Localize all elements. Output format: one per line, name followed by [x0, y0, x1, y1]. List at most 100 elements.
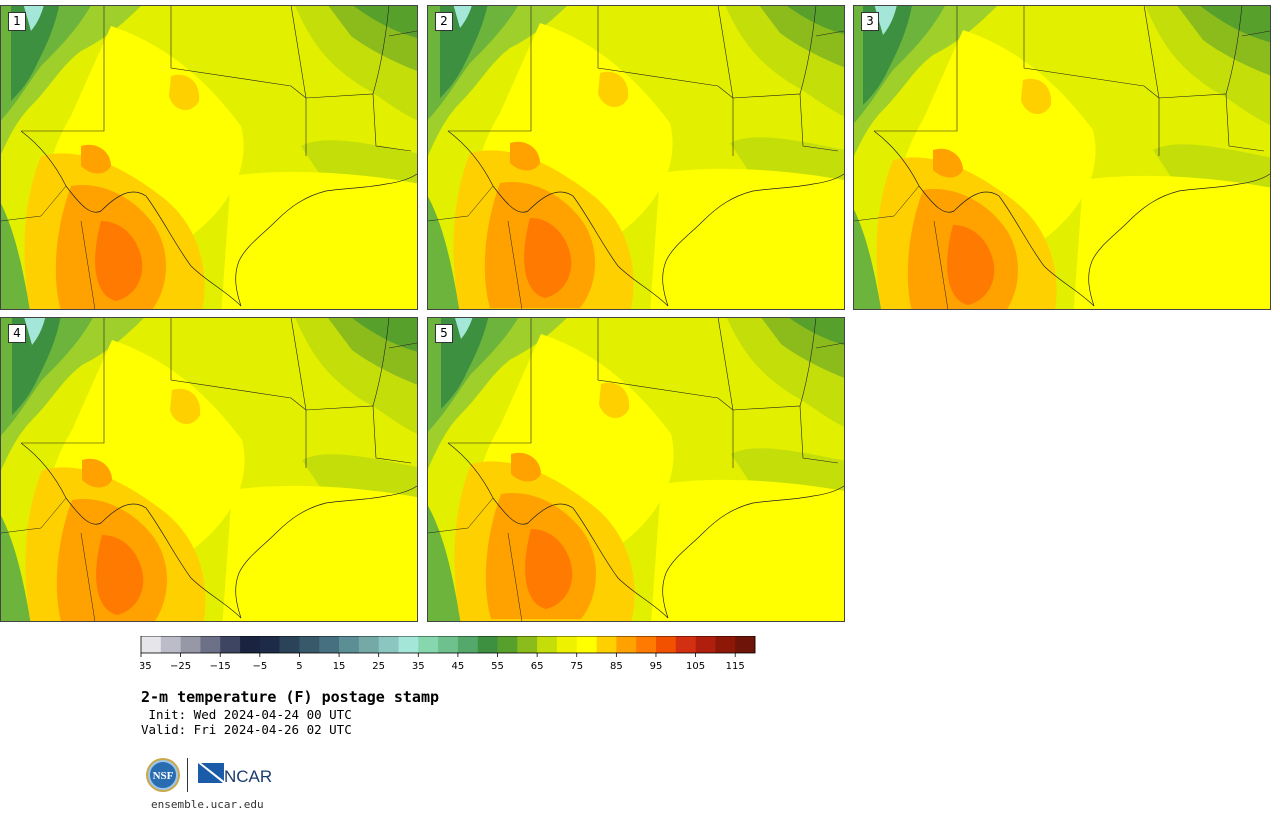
state-border	[388, 342, 417, 349]
temperature-map-3	[854, 6, 1270, 309]
hot-zone	[169, 74, 200, 111]
state-border	[874, 6, 958, 132]
colorbar-tick-label: −5	[252, 661, 267, 672]
cool-zone	[352, 318, 417, 352]
cold-zone	[453, 6, 472, 28]
hot-zone	[933, 148, 963, 178]
colorbar-tick-label: 25	[372, 661, 385, 672]
hot-zone	[947, 225, 995, 305]
cool-zone	[428, 196, 460, 309]
hot-zone	[81, 144, 111, 174]
hot-zone	[511, 452, 541, 482]
cool-zone	[1, 515, 31, 621]
colorbar-bin	[200, 636, 221, 653]
colorbar-tick-label: 45	[452, 661, 465, 672]
cool-zone	[353, 6, 417, 38]
chart-title: 2-m temperature (F) postage stamp	[141, 688, 440, 706]
state-border	[507, 220, 523, 309]
state-border	[170, 6, 307, 156]
state-border	[80, 220, 96, 309]
colorbar-bin	[477, 636, 498, 653]
colorbar-tick-label: 115	[726, 661, 745, 672]
temperature-field	[428, 318, 844, 621]
coastline	[235, 485, 417, 619]
colorbar-frame	[140, 636, 756, 654]
map-panel-2[interactable]: 2	[427, 5, 845, 310]
panel-label-2: 2	[435, 12, 453, 31]
hot-zone	[96, 535, 144, 615]
state-border	[854, 185, 920, 222]
colorbar-bin	[240, 636, 261, 653]
state-border	[305, 405, 412, 464]
colorbar-bin	[259, 636, 280, 653]
state-border	[933, 220, 949, 309]
colorbar-tick-label: −15	[210, 661, 231, 672]
temperature-field	[1, 6, 417, 309]
map-panel-5[interactable]: 5	[427, 317, 845, 622]
temperature-field	[1, 318, 417, 621]
map-panel-3[interactable]: 3	[853, 5, 1271, 310]
temperature-map-4	[1, 318, 417, 621]
international-border	[20, 130, 242, 307]
international-border	[447, 442, 669, 619]
state-border	[1143, 6, 1160, 99]
colorbar-tick-label: 5	[296, 661, 302, 672]
hot-zone	[95, 221, 143, 301]
map-panel-1[interactable]: 1	[0, 5, 418, 310]
colorbar-tick-label: 15	[333, 661, 346, 672]
temperature-field	[428, 6, 844, 309]
state-border	[815, 342, 844, 349]
state-border	[428, 497, 494, 534]
colorbar-tick-label: −25	[170, 661, 191, 672]
warm-zone	[1073, 175, 1270, 309]
colorbar-bin	[537, 636, 558, 653]
hot-zone	[525, 529, 573, 609]
state-border	[290, 318, 307, 411]
colorbar-bin	[180, 636, 201, 653]
state-border	[732, 93, 839, 152]
colorbar-tick-label: 55	[491, 661, 504, 672]
state-border	[428, 185, 494, 222]
state-border	[372, 6, 390, 95]
ncar-logo-text: NCAR	[224, 767, 272, 786]
state-border	[1, 185, 67, 222]
temperature-map-1	[1, 6, 417, 309]
warm-zone	[221, 171, 417, 309]
international-border	[20, 442, 242, 619]
colorbar-tick-label: −35	[140, 661, 152, 672]
temperature-field	[854, 6, 1270, 309]
warm-zone	[651, 479, 844, 621]
cool-zone	[854, 209, 882, 309]
hot-zone	[82, 458, 112, 488]
state-border	[799, 6, 817, 95]
colorbar-bin	[378, 636, 399, 653]
colorbar-tick-label: 95	[650, 661, 663, 672]
hot-zone	[510, 141, 540, 171]
state-border	[732, 405, 839, 464]
map-panel-4[interactable]: 4	[0, 317, 418, 622]
cool-zone	[428, 505, 461, 621]
panel-label-5: 5	[435, 324, 453, 343]
state-border	[1023, 6, 1160, 156]
state-border	[290, 6, 307, 99]
state-border	[799, 318, 817, 407]
init-time: Init: Wed 2024-04-24 00 UTC	[141, 707, 352, 722]
temperature-map-2	[428, 6, 844, 309]
cool-zone	[786, 6, 844, 35]
colorbar-tick-label: 65	[531, 661, 544, 672]
cool-zone	[1, 203, 30, 309]
state-border	[448, 318, 532, 444]
nsf-logo: NSF	[144, 757, 184, 799]
coastline	[662, 173, 844, 307]
state-border	[305, 93, 412, 152]
hot-zone	[1021, 78, 1052, 115]
colorbar-bin	[438, 636, 459, 653]
website-url[interactable]: ensemble.ucar.edu	[151, 798, 264, 811]
colorbar-bin	[160, 636, 181, 653]
state-border	[1158, 93, 1265, 152]
international-border	[873, 130, 1095, 307]
international-border	[447, 130, 669, 307]
cold-zone	[455, 318, 473, 339]
colorbar-bin	[457, 636, 479, 653]
cold-zone	[24, 318, 46, 345]
